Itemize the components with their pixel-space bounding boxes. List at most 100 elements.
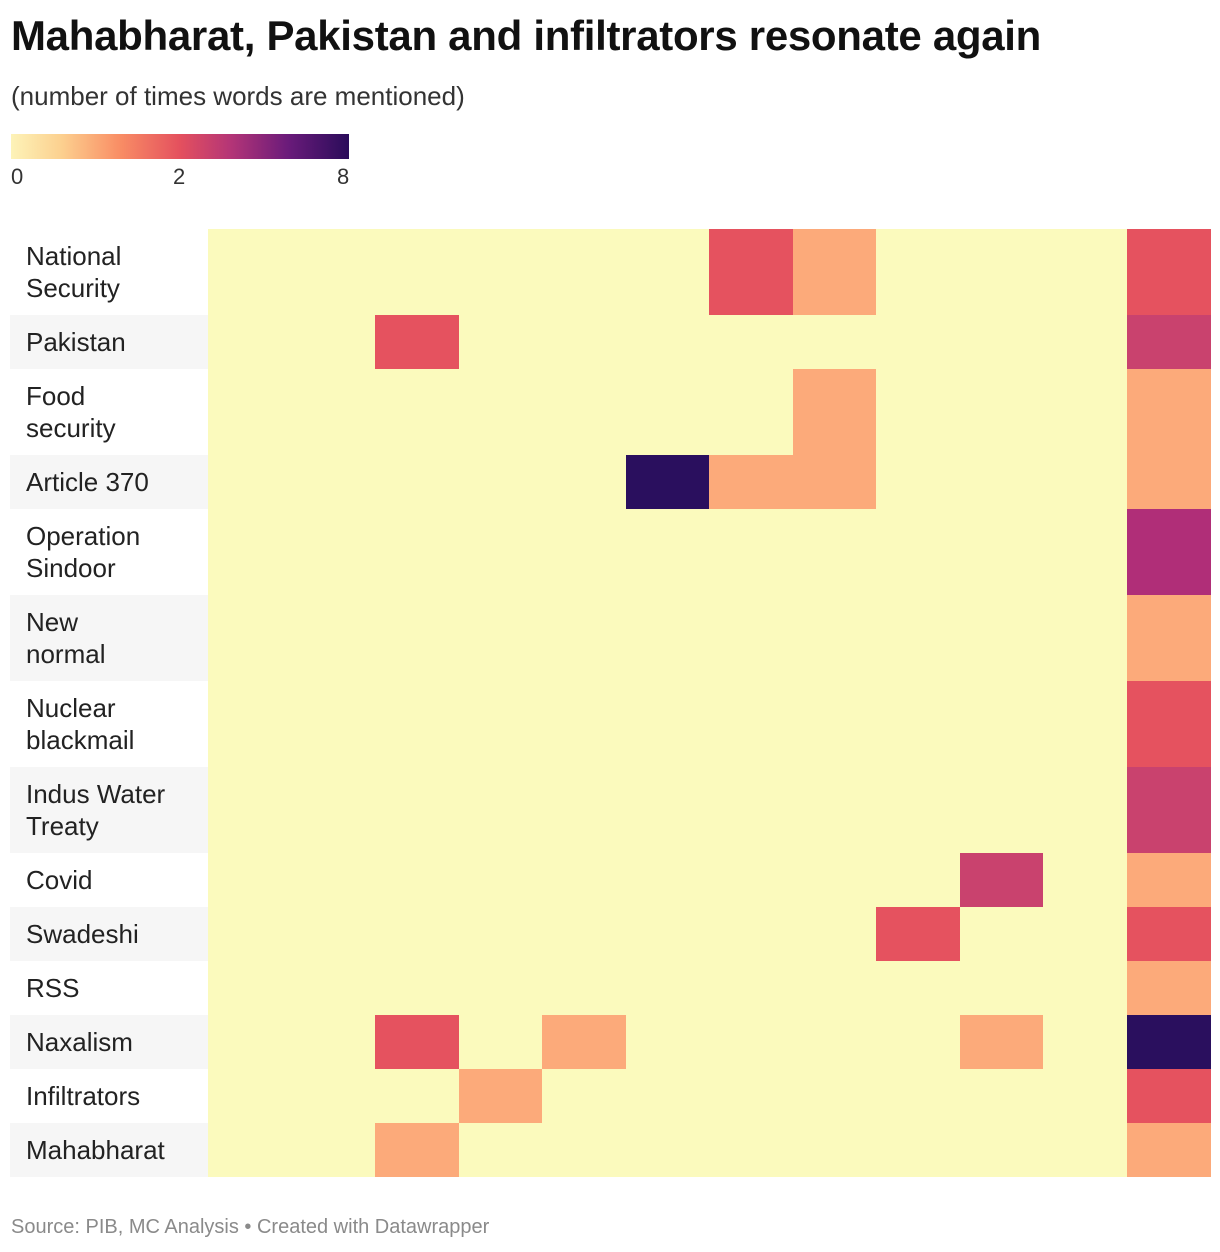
heatmap-cell xyxy=(1043,681,1127,767)
row-label: Food security xyxy=(26,381,116,443)
heatmap-cell xyxy=(792,1015,877,1069)
heatmap-cell xyxy=(375,681,459,767)
row-label: Operation Sindoor xyxy=(26,521,141,583)
heatmap-cell xyxy=(1126,509,1211,595)
row-label: Swadeshi xyxy=(26,919,139,949)
heatmap-cell xyxy=(208,681,292,767)
row-label: RSS xyxy=(26,973,80,1003)
heatmap-cell xyxy=(1126,455,1211,509)
heatmap-cell xyxy=(709,455,793,509)
row-label: Pakistan xyxy=(26,327,126,357)
heatmap-cell xyxy=(709,369,793,455)
heatmap-cell xyxy=(208,369,292,455)
heatmap-cell xyxy=(876,1015,960,1069)
heatmap-cell xyxy=(625,595,710,681)
heatmap-cell xyxy=(1126,1015,1211,1069)
heatmap-cell xyxy=(1043,595,1127,681)
heatmap-cell xyxy=(792,1123,877,1177)
heatmap-cell xyxy=(542,767,626,853)
heatmap-cell xyxy=(625,369,710,455)
heatmap-cell xyxy=(208,1123,292,1177)
heatmap-cell xyxy=(625,1069,710,1123)
legend-tick-mid: 2 xyxy=(173,164,186,189)
heatmap-cell xyxy=(375,853,459,907)
heatmap-cell xyxy=(542,1069,626,1123)
heatmap-cell xyxy=(1126,1123,1211,1177)
heatmap-cell xyxy=(876,229,960,315)
legend-tick-max: 8 xyxy=(337,164,350,189)
heatmap-cell xyxy=(1126,853,1211,907)
heatmap-cell xyxy=(542,961,626,1015)
heatmap-cell xyxy=(458,509,543,595)
heatmap-cell xyxy=(542,369,626,455)
heatmap-cell xyxy=(792,1069,877,1123)
heatmap-cell xyxy=(1043,509,1127,595)
heatmap-cell xyxy=(709,681,793,767)
heatmap-cell xyxy=(291,681,376,767)
heatmap-cell xyxy=(542,229,626,315)
heatmap-cell xyxy=(542,853,626,907)
heatmap-cell xyxy=(291,767,376,853)
heatmap-cell xyxy=(375,455,459,509)
heatmap-cell xyxy=(208,1015,292,1069)
heatmap-cell xyxy=(792,595,877,681)
heatmap-cell xyxy=(709,1015,793,1069)
row-label: Nuclear blackmail xyxy=(26,693,135,755)
heatmap-cell xyxy=(959,961,1044,1015)
chart-title: Mahabharat, Pakistan and infiltrators re… xyxy=(11,12,1042,59)
heatmap-cell xyxy=(375,509,459,595)
heatmap-cell xyxy=(208,1069,292,1123)
heatmap-cell xyxy=(792,853,877,907)
heatmap-cell xyxy=(625,853,710,907)
heatmap-cell xyxy=(876,1123,960,1177)
heatmap-cell xyxy=(1043,961,1127,1015)
heatmap-cell xyxy=(291,595,376,681)
heatmap-cell xyxy=(291,369,376,455)
heatmap-cell xyxy=(291,1123,376,1177)
heatmap-cell xyxy=(876,907,960,961)
heatmap-cell xyxy=(959,1015,1044,1069)
heatmap-cell xyxy=(208,315,292,369)
heatmap-cell xyxy=(458,961,543,1015)
heatmap-cell xyxy=(375,1015,459,1069)
heatmap-cell xyxy=(542,1123,626,1177)
heatmap-cell xyxy=(291,961,376,1015)
heatmap-cell xyxy=(876,1069,960,1123)
heatmap-cell xyxy=(625,681,710,767)
heatmap-cell xyxy=(208,509,292,595)
heatmap-cell xyxy=(375,907,459,961)
heatmap-cell xyxy=(625,767,710,853)
heatmap-cell xyxy=(375,961,459,1015)
heatmap-cell xyxy=(792,767,877,853)
heatmap-cell xyxy=(458,455,543,509)
heatmap-cell xyxy=(876,369,960,455)
heatmap-cell xyxy=(1043,369,1127,455)
heatmap-cell xyxy=(709,767,793,853)
heatmap-cell xyxy=(1126,1069,1211,1123)
heatmap-cell xyxy=(1126,595,1211,681)
legend-gradient-bar xyxy=(11,134,349,159)
heatmap-cell xyxy=(542,315,626,369)
heatmap-cell xyxy=(458,907,543,961)
heatmap-cell xyxy=(458,1123,543,1177)
heatmap-cell xyxy=(792,369,877,455)
heatmap-cell xyxy=(625,315,710,369)
heatmap-cell xyxy=(458,595,543,681)
heatmap-cell xyxy=(959,455,1044,509)
heatmap-cell xyxy=(709,907,793,961)
heatmap-cell xyxy=(625,1015,710,1069)
row-label: Article 370 xyxy=(26,467,149,497)
heatmap-cell xyxy=(208,767,292,853)
heatmap-cell xyxy=(542,907,626,961)
heatmap-cell xyxy=(291,229,376,315)
heatmap-cell xyxy=(625,907,710,961)
heatmap-cell xyxy=(375,229,459,315)
heatmap-cell xyxy=(542,681,626,767)
heatmap-cell xyxy=(959,595,1044,681)
row-label: Naxalism xyxy=(26,1027,133,1057)
heatmap-cell xyxy=(458,1069,543,1123)
heatmap-cell xyxy=(1126,229,1211,315)
heatmap-cell xyxy=(959,853,1044,907)
heatmap-cell xyxy=(792,315,877,369)
